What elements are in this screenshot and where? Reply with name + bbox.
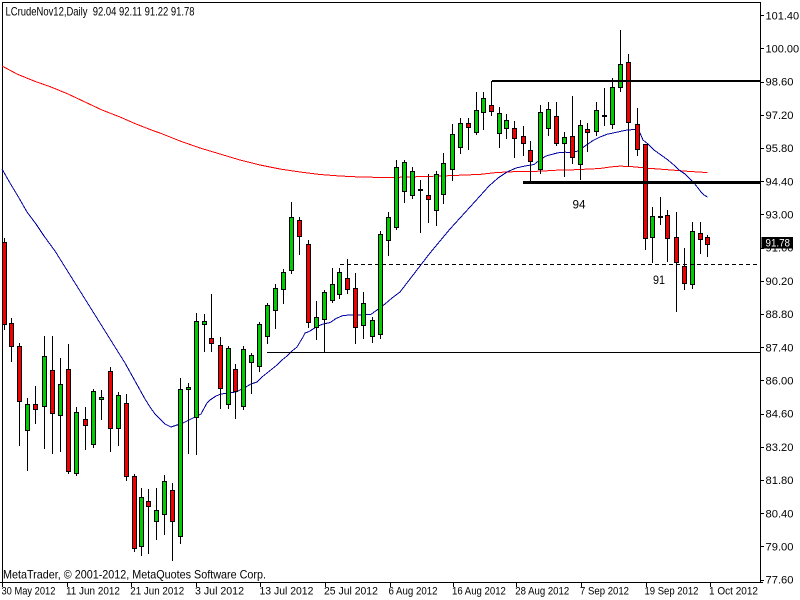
- svg-text:11 Jun 2012: 11 Jun 2012: [66, 586, 120, 598]
- svg-text:86.00: 86.00: [766, 376, 794, 388]
- svg-text:91.78: 91.78: [766, 238, 791, 250]
- svg-text:83.20: 83.20: [766, 442, 794, 454]
- svg-text:7 Sep 2012: 7 Sep 2012: [580, 586, 629, 598]
- svg-text:1 Oct 2012: 1 Oct 2012: [709, 586, 758, 598]
- svg-text:101.40: 101.40: [766, 10, 800, 22]
- svg-text:16 Aug 2012: 16 Aug 2012: [452, 586, 506, 598]
- svg-text:84.60: 84.60: [766, 409, 794, 421]
- svg-text:98.60: 98.60: [766, 77, 794, 89]
- svg-text:80.40: 80.40: [766, 508, 794, 520]
- svg-text:19 Sep 2012: 19 Sep 2012: [645, 586, 699, 598]
- svg-text:25 Jul 2012: 25 Jul 2012: [324, 586, 378, 598]
- svg-text:91: 91: [653, 273, 665, 287]
- svg-text:90.20: 90.20: [766, 276, 794, 288]
- svg-text:79.00: 79.00: [766, 542, 794, 554]
- svg-text:100.00: 100.00: [766, 44, 800, 56]
- svg-text:77.60: 77.60: [766, 575, 794, 587]
- svg-text:21 Jun 2012: 21 Jun 2012: [130, 586, 184, 598]
- svg-text:94: 94: [573, 198, 586, 212]
- svg-text:3 Jul 2012: 3 Jul 2012: [195, 586, 244, 598]
- svg-text:MetaTrader, © 2001-2012, MetaQ: MetaTrader, © 2001-2012, MetaQuotes Soft…: [3, 568, 266, 582]
- svg-text:95.80: 95.80: [766, 143, 794, 155]
- svg-text:13 Jul 2012: 13 Jul 2012: [260, 586, 314, 598]
- svg-text:94.40: 94.40: [766, 176, 794, 188]
- svg-text:87.40: 87.40: [766, 342, 794, 354]
- svg-text:6 Aug 2012: 6 Aug 2012: [389, 586, 438, 598]
- svg-text:81.80: 81.80: [766, 475, 794, 487]
- svg-text:30 May 2012: 30 May 2012: [2, 586, 56, 598]
- svg-text:28 Aug 2012: 28 Aug 2012: [515, 586, 569, 598]
- svg-text:93.00: 93.00: [766, 210, 794, 222]
- svg-text:LCrudeNov12,Daily 92.04 92.11: LCrudeNov12,Daily 92.04 92.11 91.22 91.7…: [6, 5, 195, 19]
- svg-text:88.80: 88.80: [766, 309, 794, 321]
- svg-text:97.20: 97.20: [766, 110, 794, 122]
